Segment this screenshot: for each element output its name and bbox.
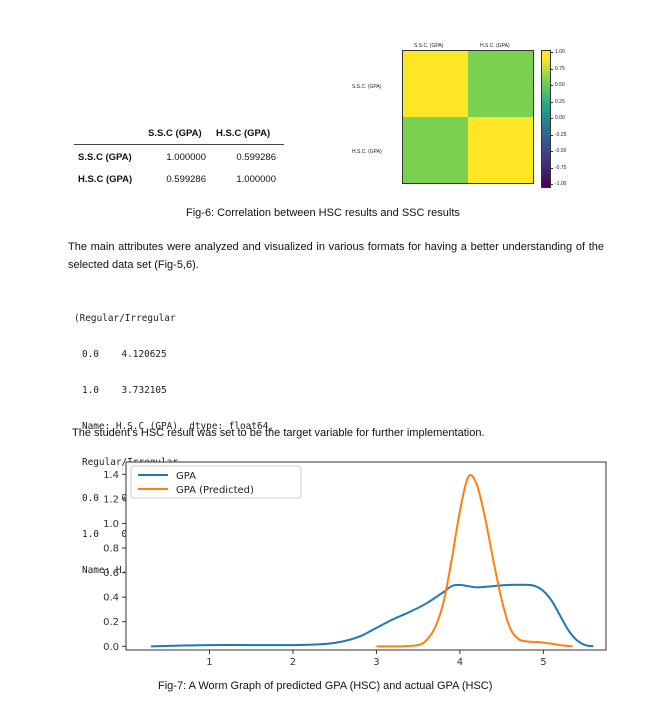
heatmap-cell bbox=[403, 117, 468, 183]
y-tick-label: 0.2 bbox=[103, 617, 119, 628]
x-tick-label: 4 bbox=[457, 657, 463, 667]
colorbar-tick-mark bbox=[550, 101, 553, 103]
y-tick-label: 1.2 bbox=[103, 494, 119, 505]
colorbar-tick-mark bbox=[550, 151, 553, 152]
code-line: 0.0 4.120625 bbox=[82, 349, 167, 360]
column-header: H.S.C (GPA) bbox=[216, 128, 271, 139]
heatmap-x-label: S.S.C. (GPA) bbox=[414, 43, 444, 49]
legend-label: GPA bbox=[176, 471, 196, 482]
x-tick-label: 1 bbox=[206, 657, 212, 667]
colorbar-tick-label: -0.75 bbox=[555, 164, 567, 171]
y-tick-label: 0.8 bbox=[103, 544, 119, 555]
code-line: (Regular/Irregular bbox=[74, 313, 176, 324]
colorbar-tick-mark bbox=[550, 134, 553, 136]
column-header: S.S.C (GPA) bbox=[148, 128, 202, 139]
heatmap-y-label: S.S.C. (GPA) bbox=[352, 84, 382, 90]
table-cell: 1.000000 bbox=[236, 174, 276, 185]
table-cell: 0.599286 bbox=[166, 174, 206, 185]
heatmap-grid bbox=[402, 50, 534, 184]
colorbar-tick-label: -0.50 bbox=[555, 148, 567, 154]
colorbar-tick-mark bbox=[550, 167, 553, 169]
heatmap-cell bbox=[468, 117, 533, 183]
colorbar-tick-mark bbox=[550, 184, 553, 185]
row-label: S.S.C (GPA) bbox=[78, 152, 132, 163]
colorbar-tick-label: 0.00 bbox=[555, 115, 565, 121]
legend-label: GPA (Predicted) bbox=[176, 485, 254, 496]
colorbar-tick-mark bbox=[550, 52, 553, 53]
colorbar bbox=[541, 50, 551, 188]
figure-caption: Fig-7: A Worm Graph of predicted GPA (HS… bbox=[158, 680, 493, 692]
heatmap-cell bbox=[403, 51, 468, 117]
table-cell: 0.599286 bbox=[236, 152, 276, 163]
worm-graph-chart: 0.0 0.2 0.4 0.6 0.8 1.0 1.2 1.4 1 2 3 4 5 GPA GPA (Pre… bbox=[103, 461, 607, 667]
colorbar-tick-mark bbox=[550, 85, 553, 86]
y-tick-label: 0.6 bbox=[103, 568, 119, 579]
heatmap-cell bbox=[468, 51, 533, 117]
x-tick-label: 5 bbox=[540, 657, 546, 667]
colorbar-tick-mark bbox=[550, 68, 553, 70]
figure-caption: Fig-6: Correlation between HSC results a… bbox=[186, 207, 460, 219]
series-line-gpa bbox=[151, 583, 594, 648]
y-tick-label: 1.4 bbox=[103, 470, 119, 481]
x-tick-label: 2 bbox=[290, 657, 296, 667]
code-line: 1.0 3.732105 bbox=[82, 385, 167, 396]
y-tick-label: 1.0 bbox=[103, 519, 119, 530]
x-tick-label: 3 bbox=[373, 657, 379, 667]
colorbar-tick-label: -1.00 bbox=[555, 181, 567, 187]
colorbar-tick-label: 0.75 bbox=[555, 65, 565, 72]
series-line-gpa-predicted bbox=[376, 474, 573, 648]
colorbar-tick-label: 0.25 bbox=[555, 98, 565, 105]
body-paragraph: The student’s HSC result was set to be t… bbox=[72, 427, 485, 439]
legend-box bbox=[130, 465, 302, 499]
table-cell: 1.000000 bbox=[166, 152, 206, 163]
y-tick-label: 0.4 bbox=[103, 593, 119, 604]
colorbar-tick-label: 1.00 bbox=[555, 49, 565, 55]
heatmap-y-label: H.S.C. (GPA) bbox=[352, 149, 382, 155]
heatmap-x-label: H.S.C. (GPA) bbox=[480, 43, 510, 49]
code-line: Name: H.S.C (GPA), dtype: float64, bbox=[82, 421, 274, 432]
body-paragraph: The main attributes were analyzed and vi… bbox=[68, 241, 604, 271]
correlation-heatmap: S.S.C. (GPA) H.S.C. (GPA) S.S.C. (GPA) H… bbox=[340, 38, 580, 198]
table-rule bbox=[74, 144, 284, 145]
colorbar-tick-label: -0.25 bbox=[555, 131, 567, 138]
y-tick-label: 0.0 bbox=[103, 642, 119, 653]
colorbar-tick-mark bbox=[550, 118, 553, 119]
row-label: H.S.C (GPA) bbox=[78, 174, 133, 185]
colorbar-tick-label: 0.50 bbox=[555, 82, 565, 88]
